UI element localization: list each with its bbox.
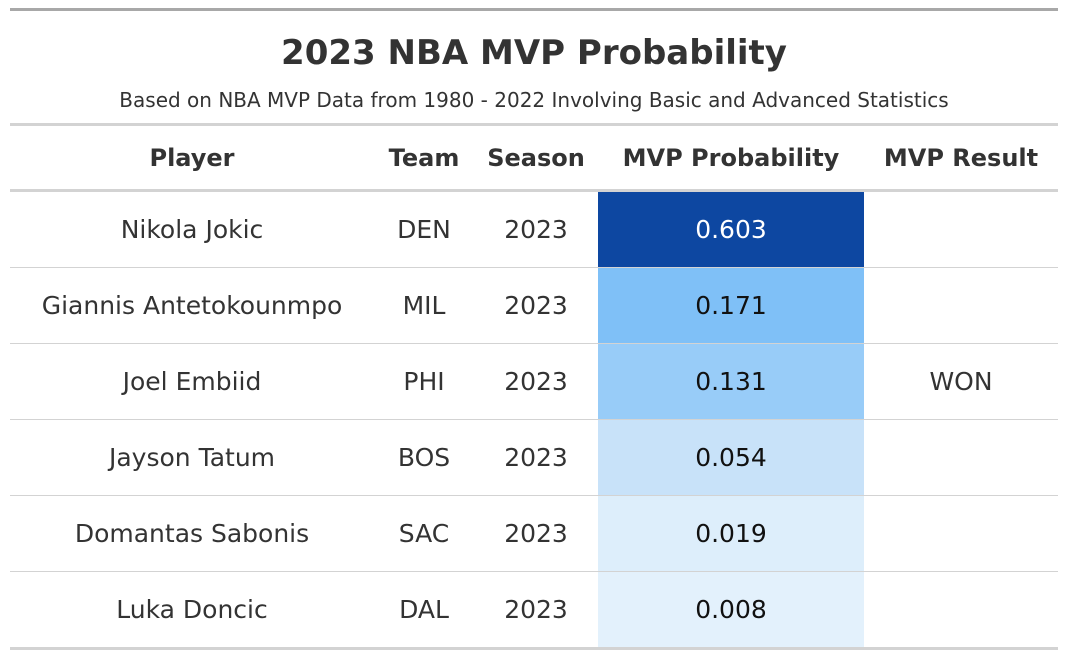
team-cell: BOS (374, 419, 474, 496)
table-subtitle: Based on NBA MVP Data from 1980 - 2022 I… (119, 88, 949, 112)
result-cell (864, 571, 1058, 650)
probability-cell: 0.019 (598, 495, 864, 572)
player-cell: Jayson Tatum (10, 419, 374, 496)
probability-cell: 0.054 (598, 419, 864, 496)
result-cell (864, 267, 1058, 344)
season-cell: 2023 (474, 267, 598, 344)
probability-cell: 0.131 (598, 343, 864, 420)
team-cell: SAC (374, 495, 474, 572)
probability-cell: 0.603 (598, 190, 864, 268)
player-cell: Luka Doncic (10, 571, 374, 650)
team-cell: DEN (374, 190, 474, 268)
team-cell: PHI (374, 343, 474, 420)
season-cell: 2023 (474, 343, 598, 420)
team-cell: DAL (374, 571, 474, 650)
column-header-team: Team (374, 126, 474, 192)
result-cell (864, 495, 1058, 572)
result-cell (864, 190, 1058, 268)
header-rule (10, 123, 1058, 126)
player-cell: Domantas Sabonis (10, 495, 374, 572)
table-row: Jayson Tatum BOS 2023 0.054 (10, 419, 1058, 496)
table-title: 2023 NBA MVP Probability (281, 33, 787, 73)
result-cell (864, 419, 1058, 496)
player-cell: Nikola Jokic (10, 190, 374, 268)
season-cell: 2023 (474, 190, 598, 268)
table-row: Giannis Antetokounmpo MIL 2023 0.171 (10, 267, 1058, 344)
table-row: Domantas Sabonis SAC 2023 0.019 (10, 495, 1058, 572)
team-cell: MIL (374, 267, 474, 344)
season-cell: 2023 (474, 419, 598, 496)
season-cell: 2023 (474, 495, 598, 572)
probability-cell: 0.171 (598, 267, 864, 344)
header-row: Player Team Season MVP Probability MVP R… (10, 126, 1058, 192)
table-row: Luka Doncic DAL 2023 0.008 (10, 571, 1058, 650)
column-header-player: Player (10, 126, 374, 192)
season-cell: 2023 (474, 571, 598, 650)
column-header-season: Season (474, 126, 598, 192)
table-row: Joel Embiid PHI 2023 0.131 WON (10, 343, 1058, 420)
player-cell: Giannis Antetokounmpo (10, 267, 374, 344)
mvp-table: Player Team Season MVP Probability MVP R… (10, 126, 1058, 650)
player-cell: Joel Embiid (10, 343, 374, 420)
result-cell: WON (864, 343, 1058, 420)
top-rule (10, 8, 1058, 11)
probability-cell: 0.008 (598, 571, 864, 650)
column-header-mvp-result: MVP Result (864, 126, 1058, 192)
mvp-table-container: 2023 NBA MVP Probability Based on NBA MV… (10, 8, 1058, 650)
table-row: Nikola Jokic DEN 2023 0.603 (10, 190, 1058, 268)
column-header-mvp-probability: MVP Probability (598, 126, 864, 192)
